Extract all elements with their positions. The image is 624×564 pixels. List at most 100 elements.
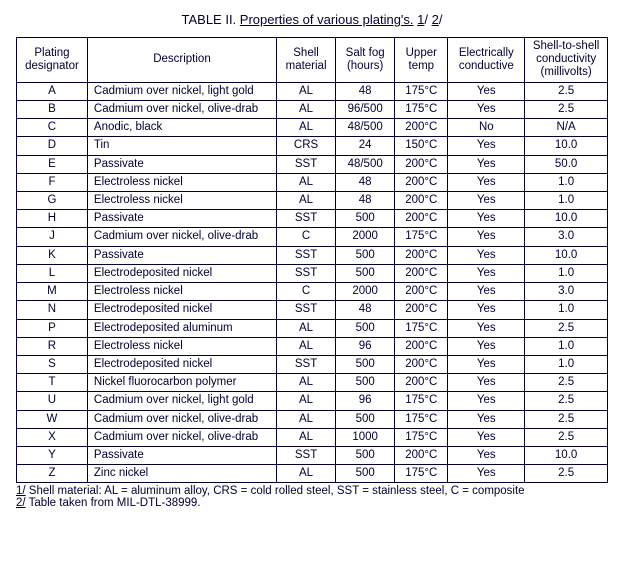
cell-description: Passivate (87, 246, 276, 264)
cell-conductive: Yes (448, 155, 525, 173)
cell-shell: SST (277, 355, 336, 373)
cell-shell: AL (277, 82, 336, 100)
cell-shell: AL (277, 337, 336, 355)
cell-designator: T (17, 374, 88, 392)
cell-description: Zinc nickel (87, 465, 276, 483)
table-row: XCadmium over nickel, olive-drabAL100017… (17, 428, 608, 446)
cell-shell: SST (277, 264, 336, 282)
cell-temp: 200°C (395, 155, 448, 173)
cell-temp: 200°C (395, 283, 448, 301)
cell-saltfog: 500 (336, 246, 395, 264)
cell-saltfog: 96 (336, 392, 395, 410)
cell-description: Electroless nickel (87, 283, 276, 301)
col-upper-temp: Upper temp (395, 38, 448, 83)
cell-description: Nickel fluorocarbon polymer (87, 374, 276, 392)
cell-saltfog: 48 (336, 82, 395, 100)
cell-conductive: Yes (448, 173, 525, 191)
cell-saltfog: 96 (336, 337, 395, 355)
cell-s2s: 10.0 (525, 447, 608, 465)
title-fn2: 2 (432, 12, 439, 27)
table-row: HPassivateSST500200°CYes10.0 (17, 210, 608, 228)
col-description: Description (87, 38, 276, 83)
cell-shell: C (277, 283, 336, 301)
cell-temp: 200°C (395, 447, 448, 465)
cell-saltfog: 48 (336, 191, 395, 209)
cell-conductive: Yes (448, 100, 525, 118)
cell-designator: P (17, 319, 88, 337)
cell-designator: N (17, 301, 88, 319)
cell-description: Electrodeposited aluminum (87, 319, 276, 337)
cell-conductive: Yes (448, 337, 525, 355)
cell-s2s: 10.0 (525, 246, 608, 264)
cell-s2s: 1.0 (525, 173, 608, 191)
cell-temp: 175°C (395, 319, 448, 337)
cell-conductive: Yes (448, 319, 525, 337)
cell-saltfog: 500 (336, 264, 395, 282)
cell-conductive: Yes (448, 210, 525, 228)
cell-saltfog: 500 (336, 465, 395, 483)
cell-temp: 200°C (395, 119, 448, 137)
cell-temp: 175°C (395, 465, 448, 483)
cell-temp: 175°C (395, 410, 448, 428)
cell-temp: 200°C (395, 374, 448, 392)
cell-description: Cadmium over nickel, olive-drab (87, 228, 276, 246)
cell-temp: 200°C (395, 337, 448, 355)
cell-shell: SST (277, 246, 336, 264)
table-body: ACadmium over nickel, light goldAL48175°… (17, 82, 608, 483)
cell-saltfog: 48 (336, 301, 395, 319)
cell-designator: H (17, 210, 88, 228)
cell-s2s: 2.5 (525, 428, 608, 446)
cell-saltfog: 48 (336, 173, 395, 191)
cell-saltfog: 500 (336, 210, 395, 228)
cell-designator: K (17, 246, 88, 264)
title-prefix: TABLE II. (182, 12, 240, 27)
cell-s2s: 1.0 (525, 337, 608, 355)
col-shell: Shell material (277, 38, 336, 83)
table-row: YPassivateSST500200°CYes10.0 (17, 447, 608, 465)
cell-temp: 200°C (395, 246, 448, 264)
cell-saltfog: 500 (336, 374, 395, 392)
cell-saltfog: 24 (336, 137, 395, 155)
table-row: ZZinc nickelAL500175°CYes2.5 (17, 465, 608, 483)
table-row: DTinCRS24150°CYes10.0 (17, 137, 608, 155)
cell-designator: G (17, 191, 88, 209)
cell-temp: 200°C (395, 264, 448, 282)
table-row: FElectroless nickelAL48200°CYes1.0 (17, 173, 608, 191)
table-row: PElectrodeposited aluminumAL500175°CYes2… (17, 319, 608, 337)
table-row: GElectroless nickelAL48200°CYes1.0 (17, 191, 608, 209)
cell-s2s: 3.0 (525, 283, 608, 301)
cell-s2s: 2.5 (525, 82, 608, 100)
cell-saltfog: 500 (336, 355, 395, 373)
table-row: NElectrodeposited nickelSST48200°CYes1.0 (17, 301, 608, 319)
cell-shell: SST (277, 301, 336, 319)
col-shell-to-shell: Shell-to-shell conductivity (millivolts) (525, 38, 608, 83)
table-row: JCadmium over nickel, olive-drabC2000175… (17, 228, 608, 246)
cell-s2s: 50.0 (525, 155, 608, 173)
cell-designator: X (17, 428, 88, 446)
cell-designator: Y (17, 447, 88, 465)
cell-description: Passivate (87, 447, 276, 465)
cell-description: Passivate (87, 210, 276, 228)
cell-s2s: 2.5 (525, 100, 608, 118)
cell-temp: 175°C (395, 392, 448, 410)
cell-conductive: Yes (448, 465, 525, 483)
cell-saltfog: 500 (336, 410, 395, 428)
footnote-2: 2/ Table taken from MIL-DTL-38999. (16, 497, 608, 509)
cell-shell: SST (277, 210, 336, 228)
cell-temp: 175°C (395, 82, 448, 100)
cell-s2s: 10.0 (525, 210, 608, 228)
cell-shell: AL (277, 100, 336, 118)
cell-temp: 175°C (395, 100, 448, 118)
cell-saltfog: 500 (336, 319, 395, 337)
footnote-1-num: 1/ (16, 485, 26, 497)
table-row: BCadmium over nickel, olive-drabAL96/500… (17, 100, 608, 118)
cell-shell: AL (277, 410, 336, 428)
table-row: ACadmium over nickel, light goldAL48175°… (17, 82, 608, 100)
cell-description: Electroless nickel (87, 337, 276, 355)
cell-temp: 200°C (395, 173, 448, 191)
cell-designator: A (17, 82, 88, 100)
cell-s2s: 2.5 (525, 410, 608, 428)
cell-saltfog: 500 (336, 447, 395, 465)
cell-saltfog: 96/500 (336, 100, 395, 118)
cell-s2s: 10.0 (525, 137, 608, 155)
